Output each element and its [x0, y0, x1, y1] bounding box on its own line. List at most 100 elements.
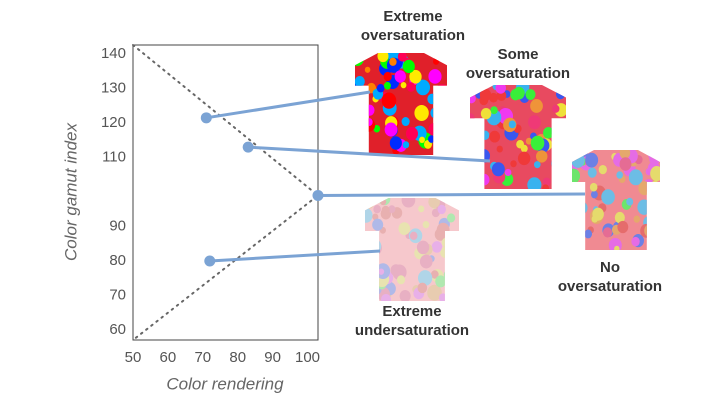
- shirt-flower: [527, 177, 542, 189]
- point-label: Extreme: [382, 303, 441, 320]
- shirt-flower: [637, 199, 651, 215]
- shirt-flower: [530, 135, 545, 151]
- shirt-flower: [373, 205, 381, 214]
- shirt-flower: [626, 197, 634, 206]
- x-tick-label: 90: [264, 349, 281, 366]
- shirt-flower: [419, 254, 433, 269]
- shirt-flower: [513, 86, 525, 100]
- shirt-flower: [378, 268, 385, 275]
- shirt-flower: [520, 144, 528, 153]
- shirt-flower: [365, 272, 372, 283]
- shirt-flower: [418, 205, 425, 213]
- shirt-flower: [585, 152, 599, 168]
- y-tick-label: 70: [109, 286, 126, 303]
- shirt-flower: [576, 201, 588, 215]
- shirt-flower: [402, 59, 415, 74]
- shirt-flower: [556, 121, 567, 133]
- shirt-flower: [372, 213, 379, 221]
- point-label: oversaturation: [558, 278, 662, 295]
- shirt-flower: [644, 223, 657, 238]
- shirt-flower: [649, 152, 660, 166]
- shirt-flower: [389, 57, 397, 66]
- shirt-flower: [572, 168, 581, 184]
- shirt-flower: [416, 240, 430, 255]
- shirt-flower: [355, 75, 365, 88]
- shirt-flower: [489, 92, 498, 103]
- shirt-flower: [428, 69, 442, 84]
- shirt-flower: [474, 134, 483, 144]
- data-point: [312, 189, 324, 201]
- shirt-flower: [390, 264, 402, 277]
- shirt-flower: [417, 282, 428, 294]
- shirt-flower: [490, 106, 498, 115]
- shirt-flower: [364, 104, 375, 116]
- shirt-flower: [427, 135, 435, 143]
- shirt-flower: [650, 180, 660, 191]
- shirt-image: [355, 53, 448, 155]
- shirt-flower: [383, 71, 392, 82]
- shirt-flower: [381, 92, 397, 109]
- shirt-flower: [495, 85, 506, 94]
- point-label: oversaturation: [361, 27, 465, 44]
- shirt-flower: [528, 115, 541, 130]
- shirt-flower: [438, 293, 447, 301]
- point-label: No: [600, 259, 620, 276]
- shirt-flower: [491, 162, 505, 177]
- guide-line: [132, 44, 320, 341]
- shirt-flower: [589, 182, 598, 192]
- data-point: [242, 141, 254, 153]
- shirt-flower: [355, 53, 364, 67]
- shirt-flower: [445, 265, 460, 282]
- shirt-flower: [433, 109, 444, 120]
- shirt-flower: [478, 173, 490, 186]
- shirt-flower: [439, 110, 448, 126]
- shirt-flower: [576, 229, 583, 236]
- y-tick-label: 90: [109, 217, 126, 234]
- shirt-flower: [655, 237, 660, 246]
- connector-line: [206, 90, 371, 120]
- shirt-flower: [646, 205, 660, 222]
- x-tick-label: 60: [160, 349, 177, 366]
- shirt-flower: [619, 150, 631, 159]
- shirt-flower: [380, 293, 392, 301]
- y-tick-label: 110: [102, 148, 126, 165]
- plot-frame: [132, 44, 319, 341]
- shirt-flower: [628, 169, 643, 186]
- y-tick-label: 140: [101, 45, 126, 62]
- shirt-flower: [517, 151, 531, 166]
- shirt-flower: [614, 245, 620, 250]
- shirt-flower: [396, 275, 406, 285]
- shirt-flower: [496, 145, 503, 153]
- shirt-flower: [376, 83, 385, 93]
- shirt-flower: [525, 89, 536, 100]
- shirt-flower: [631, 236, 640, 247]
- shirt-flower: [470, 164, 478, 181]
- shirt-flower: [373, 125, 381, 133]
- shirt-flower: [358, 99, 366, 109]
- shirt-flower: [405, 126, 418, 141]
- shirt-flower: [419, 136, 425, 144]
- point-label: Extreme: [383, 8, 442, 25]
- shirt-flower: [431, 241, 443, 253]
- shirt-flower: [430, 270, 439, 279]
- shirt-flower: [587, 167, 597, 178]
- shirt-flower: [400, 81, 407, 89]
- point-label: undersaturation: [355, 322, 469, 339]
- shirt-flower: [470, 154, 479, 171]
- shirt-flower: [648, 243, 655, 250]
- shirt-flower: [598, 164, 607, 175]
- shirt-flower: [381, 205, 390, 215]
- shirt-flower: [480, 108, 492, 120]
- shirt-flower: [508, 120, 516, 129]
- shirt-flower: [438, 53, 448, 59]
- shirt-flower: [470, 85, 475, 91]
- shirt-flower: [428, 122, 440, 136]
- x-tick-label: 50: [125, 349, 142, 366]
- shirt-flower: [409, 231, 418, 240]
- shirt-image: [572, 150, 660, 250]
- shirt-flower: [530, 99, 543, 113]
- shirt-flower: [572, 221, 581, 233]
- shirt-flower: [427, 284, 442, 301]
- shirt-flower: [377, 53, 389, 63]
